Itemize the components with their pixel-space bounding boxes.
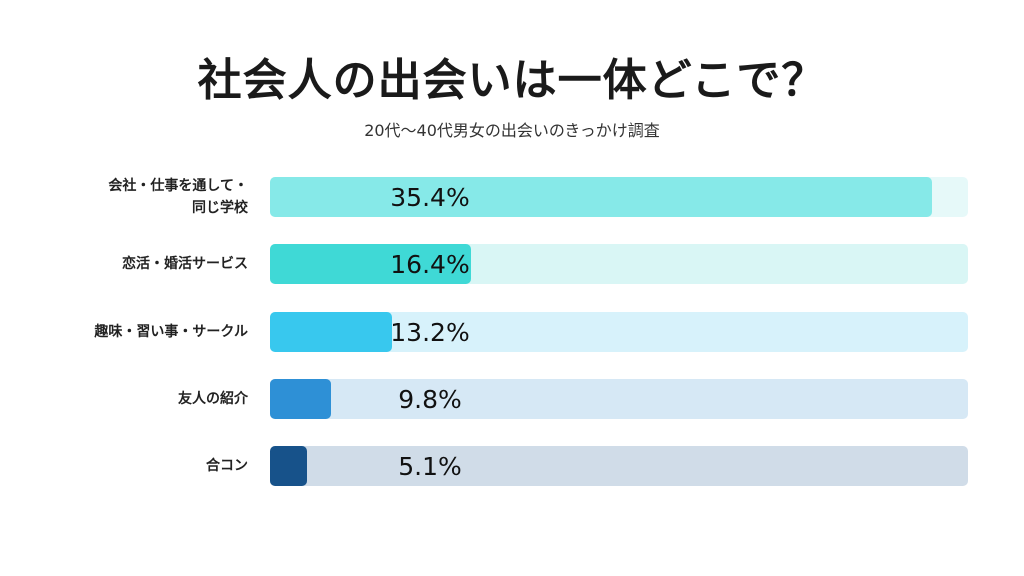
bar-track (270, 244, 968, 285)
value-label: 9.8% (398, 384, 462, 414)
category-label: 友人の紹介 (28, 379, 248, 419)
chart-subtitle: 20代〜40代男女の出会いのきっかけ調査 (364, 121, 660, 140)
bar (270, 244, 472, 285)
category-label: 会社・仕事を通して・同じ学校 (28, 177, 248, 217)
bar-track (270, 446, 968, 487)
bar-row: 友人の紹介 9.8% (0, 378, 1024, 419)
bar (270, 311, 393, 352)
category-label-line: 会社・仕事を通して・ (108, 178, 248, 194)
bar-row: 趣味・習い事・サークル 13.2% (0, 311, 1024, 352)
category-label: 趣味・習い事・サークル (28, 312, 248, 352)
value-label: 16.4% (390, 250, 470, 280)
bar (270, 446, 307, 487)
bar (270, 177, 932, 217)
bar-track (270, 177, 968, 217)
bar-track (270, 311, 968, 352)
bar (270, 378, 331, 419)
chart-title: 社会人の出会いは一体どこで？ (197, 55, 827, 106)
bar-row: 合コン 5.1% (0, 446, 1024, 487)
bar-row: 会社・仕事を通して・同じ学校 35.4% (0, 177, 1024, 217)
category-label-line: 合コン (206, 458, 248, 475)
category-label-line: 同じ学校 (192, 200, 248, 216)
category-label-line: 友人の紹介 (178, 390, 248, 407)
bar-track (270, 378, 968, 419)
value-label: 35.4% (390, 183, 470, 212)
category-label-line: 趣味・習い事・サークル (94, 323, 248, 340)
category-label-line: 恋活・婚活サービス (122, 256, 248, 273)
category-label: 合コン (28, 446, 248, 486)
bar-row: 恋活・婚活サービス 16.4% (0, 244, 1024, 285)
value-label: 13.2% (390, 317, 470, 347)
category-label: 恋活・婚活サービス (28, 244, 248, 284)
value-label: 5.1% (398, 452, 462, 482)
